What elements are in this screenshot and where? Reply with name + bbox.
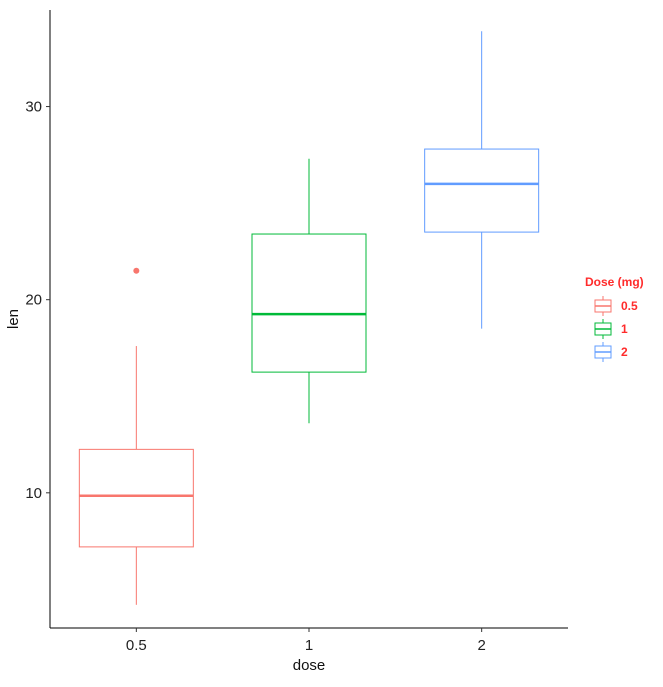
box-iqr xyxy=(424,148,540,233)
legend-label: 1 xyxy=(621,322,628,336)
box-2 xyxy=(424,31,540,329)
legend-item-0.5: 0.5 xyxy=(594,296,638,316)
legend: Dose (mg) 0.5 1 2 xyxy=(585,275,644,362)
y-tick-label: 20 xyxy=(25,292,42,309)
plot-area xyxy=(78,31,540,605)
x-ticks: 0.5 1 2 xyxy=(126,628,486,654)
y-tick-label: 10 xyxy=(25,485,42,502)
x-tick-label: 1 xyxy=(305,637,313,654)
legend-label: 0.5 xyxy=(621,299,638,313)
outlier-point xyxy=(133,267,140,274)
x-axis-title: dose xyxy=(293,657,326,674)
legend-item-1: 1 xyxy=(594,319,628,339)
box-1 xyxy=(251,158,367,424)
legend-label: 2 xyxy=(621,345,628,359)
x-tick-label: 0.5 xyxy=(126,637,147,654)
legend-item-2: 2 xyxy=(594,342,628,362)
box-iqr xyxy=(78,448,194,548)
legend-title: Dose (mg) xyxy=(585,275,644,289)
box-0.5 xyxy=(78,267,194,605)
y-ticks: 10 20 30 xyxy=(25,99,50,502)
y-tick-label: 30 xyxy=(25,99,42,116)
x-tick-label: 2 xyxy=(477,637,485,654)
y-axis-title: len xyxy=(5,309,22,329)
box-iqr xyxy=(251,233,367,373)
